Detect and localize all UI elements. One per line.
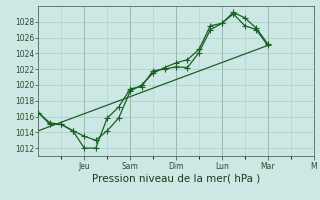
- X-axis label: Pression niveau de la mer( hPa ): Pression niveau de la mer( hPa ): [92, 173, 260, 183]
